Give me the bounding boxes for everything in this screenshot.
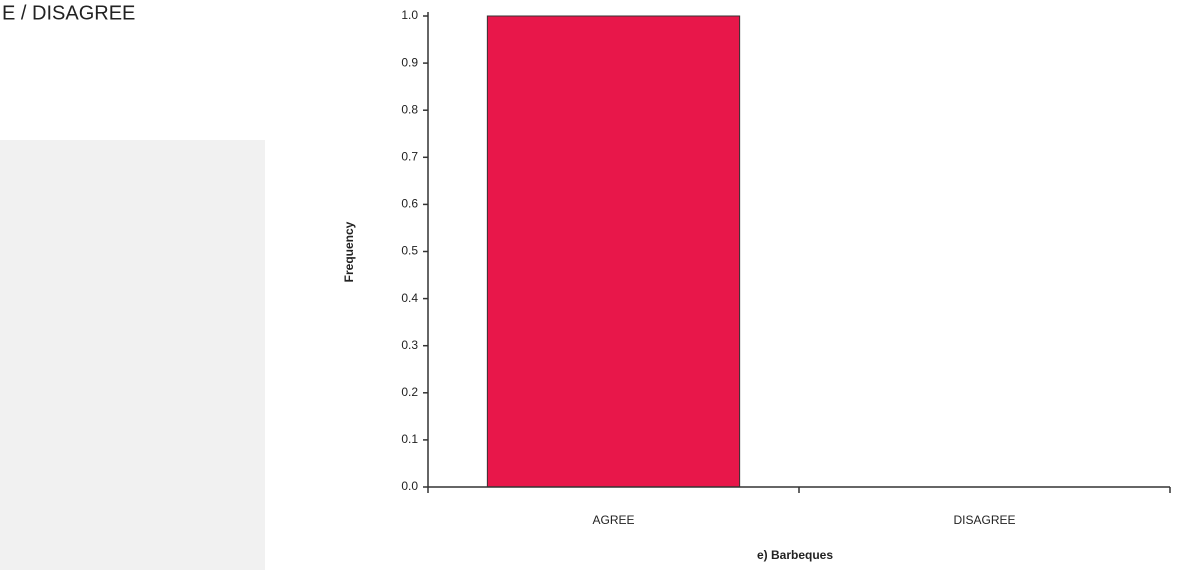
bar	[486, 15, 741, 488]
scan-shade	[0, 140, 265, 570]
x-tick-label: AGREE	[592, 513, 634, 527]
y-tick-label: 0.1	[401, 432, 418, 446]
x-axis-label: e) Barbeques	[757, 548, 833, 562]
y-tick-label: 0.8	[401, 102, 418, 116]
y-tick-label: 1.0	[401, 8, 418, 22]
y-tick-label: 0.3	[401, 338, 418, 352]
y-axis-label: Frequency	[342, 221, 356, 282]
y-tick-label: 0.9	[401, 55, 418, 69]
y-tick-label: 0.5	[401, 244, 418, 258]
y-tick-label: 0.4	[401, 291, 418, 305]
y-tick-label: 0.7	[401, 149, 418, 163]
y-tick-label: 0.0	[401, 479, 418, 493]
annotation: E / DISAGREE	[2, 2, 135, 24]
y-tick-label: 0.6	[401, 197, 418, 211]
x-tick-label: DISAGREE	[953, 513, 1015, 527]
y-tick-label: 0.2	[401, 385, 418, 399]
